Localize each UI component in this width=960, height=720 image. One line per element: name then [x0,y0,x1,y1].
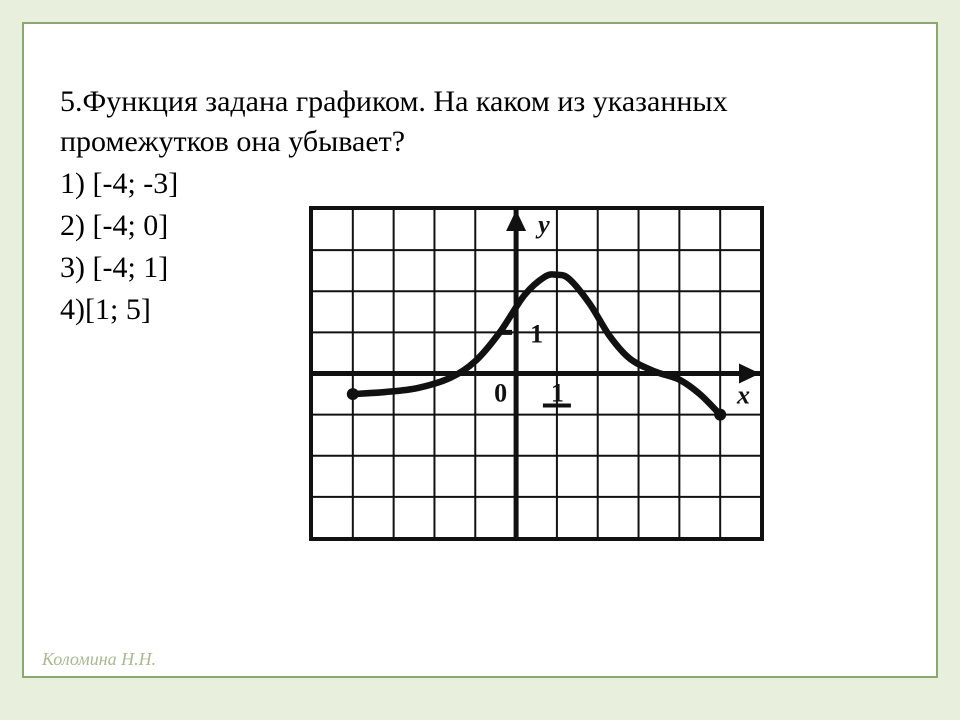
svg-text:x: x [736,381,750,410]
option-1: 1) [-4; -3] [60,163,900,205]
function-graph: y x 0 1 1 [309,206,764,541]
svg-text:0: 0 [494,379,507,408]
question-line-2: промежутков она убывает? [60,125,405,158]
svg-text:1: 1 [551,379,564,408]
graph-svg: y x 0 1 1 [312,209,761,538]
svg-text:y: y [535,210,550,239]
question-line-1: 5.Функция задана графиком. На каком из у… [60,85,728,118]
slide-frame: 5.Функция задана графиком. На каком из у… [22,22,938,678]
question-text: 5.Функция задана графиком. На каком из у… [60,82,900,161]
svg-text:1: 1 [530,319,543,348]
author-footer: Коломина Н.Н. [42,649,156,670]
